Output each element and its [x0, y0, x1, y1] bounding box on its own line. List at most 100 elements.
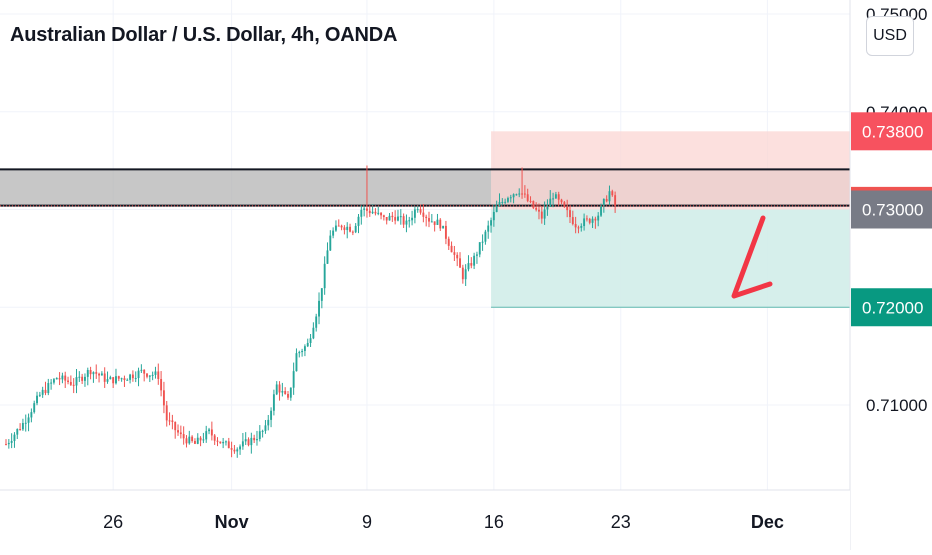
candle-body[interactable]	[380, 212, 383, 216]
candle-body[interactable]	[289, 387, 292, 398]
candle-body[interactable]	[320, 288, 323, 301]
candle-body[interactable]	[349, 226, 351, 232]
candle-body[interactable]	[515, 194, 518, 196]
candle-body[interactable]	[397, 216, 399, 221]
candle-body[interactable]	[360, 209, 363, 217]
candle-body[interactable]	[450, 245, 453, 253]
candle-body[interactable]	[264, 425, 267, 431]
candle-body[interactable]	[439, 219, 442, 229]
candle-body[interactable]	[258, 431, 261, 440]
candle-body[interactable]	[546, 206, 549, 210]
candle-body[interactable]	[129, 374, 132, 380]
candle-body[interactable]	[498, 202, 501, 206]
candle-body[interactable]	[112, 377, 115, 384]
candle-body[interactable]	[193, 440, 196, 444]
candle-body[interactable]	[230, 448, 233, 450]
candle-body[interactable]	[30, 412, 33, 418]
candle-body[interactable]	[188, 436, 191, 444]
candle-body[interactable]	[552, 198, 555, 200]
candle-body[interactable]	[202, 439, 205, 441]
candle-body[interactable]	[306, 342, 309, 347]
candle-body[interactable]	[287, 393, 289, 398]
candle-body[interactable]	[602, 198, 605, 206]
candle-body[interactable]	[371, 211, 374, 214]
candle-body[interactable]	[154, 371, 157, 375]
candle-body[interactable]	[267, 419, 270, 426]
currency-button[interactable]: USD	[866, 16, 914, 56]
candle-body[interactable]	[382, 215, 385, 218]
candle-body[interactable]	[272, 394, 275, 411]
candle-body[interactable]	[52, 379, 55, 383]
candle-body[interactable]	[402, 216, 405, 225]
candle-body[interactable]	[543, 209, 546, 219]
candle-body[interactable]	[461, 267, 464, 280]
candle-body[interactable]	[67, 380, 69, 382]
candle-body[interactable]	[318, 300, 320, 317]
candle-body[interactable]	[185, 438, 188, 444]
candle-body[interactable]	[89, 370, 92, 375]
candle-body[interactable]	[467, 263, 470, 270]
candle-body[interactable]	[614, 195, 617, 206]
candle-body[interactable]	[425, 216, 428, 219]
candle-body[interactable]	[473, 255, 476, 266]
candle-body[interactable]	[377, 212, 380, 214]
candle-body[interactable]	[171, 420, 174, 422]
candle-body[interactable]	[354, 225, 357, 233]
candle-body[interactable]	[444, 225, 447, 239]
time-axis[interactable]	[0, 490, 850, 550]
candle-body[interactable]	[92, 372, 95, 375]
candle-body[interactable]	[75, 377, 78, 386]
candle-body[interactable]	[86, 370, 89, 377]
candle-body[interactable]	[366, 208, 368, 211]
candle-body[interactable]	[329, 235, 332, 251]
candle-body[interactable]	[21, 423, 24, 430]
candle-body[interactable]	[334, 225, 337, 231]
candle-body[interactable]	[419, 209, 422, 213]
candle-body[interactable]	[44, 389, 47, 394]
candle-body[interactable]	[5, 444, 7, 446]
candle-body[interactable]	[131, 374, 134, 379]
candle-body[interactable]	[143, 369, 146, 374]
candle-body[interactable]	[292, 371, 295, 388]
candle-body[interactable]	[337, 225, 340, 227]
candle-body[interactable]	[157, 371, 160, 380]
candle-body[interactable]	[549, 198, 552, 207]
candle-body[interactable]	[571, 217, 574, 225]
candle-body[interactable]	[323, 263, 326, 289]
candle-body[interactable]	[374, 211, 377, 214]
candle-body[interactable]	[216, 440, 219, 442]
candle-body[interactable]	[233, 449, 236, 452]
candle-body[interactable]	[137, 370, 140, 379]
candle-body[interactable]	[501, 201, 504, 203]
candle-body[interactable]	[580, 226, 583, 228]
candle-body[interactable]	[526, 194, 529, 201]
candle-body[interactable]	[512, 194, 515, 198]
candle-body[interactable]	[84, 376, 86, 381]
candle-body[interactable]	[168, 420, 171, 422]
candle-body[interactable]	[219, 441, 222, 444]
candle-body[interactable]	[428, 218, 430, 222]
candle-body[interactable]	[58, 378, 61, 380]
candle-body[interactable]	[484, 231, 487, 242]
candle-body[interactable]	[261, 430, 264, 432]
candle-body[interactable]	[608, 191, 611, 202]
candle-body[interactable]	[523, 193, 526, 195]
candle-body[interactable]	[518, 193, 521, 195]
candle-body[interactable]	[557, 194, 560, 200]
candle-body[interactable]	[146, 373, 148, 377]
candle-body[interactable]	[605, 198, 608, 202]
candle-body[interactable]	[225, 441, 227, 443]
candle-body[interactable]	[563, 202, 566, 207]
price-tag-level[interactable]	[851, 190, 932, 229]
candle-body[interactable]	[38, 394, 41, 396]
candle-body[interactable]	[165, 405, 168, 421]
candle-body[interactable]	[560, 199, 563, 203]
candle-body[interactable]	[253, 437, 256, 441]
candle-body[interactable]	[298, 352, 301, 354]
candle-body[interactable]	[388, 215, 391, 221]
candle-body[interactable]	[481, 241, 484, 243]
candle-body[interactable]	[148, 375, 151, 377]
candle-body[interactable]	[10, 440, 13, 443]
candle-body[interactable]	[27, 417, 30, 423]
